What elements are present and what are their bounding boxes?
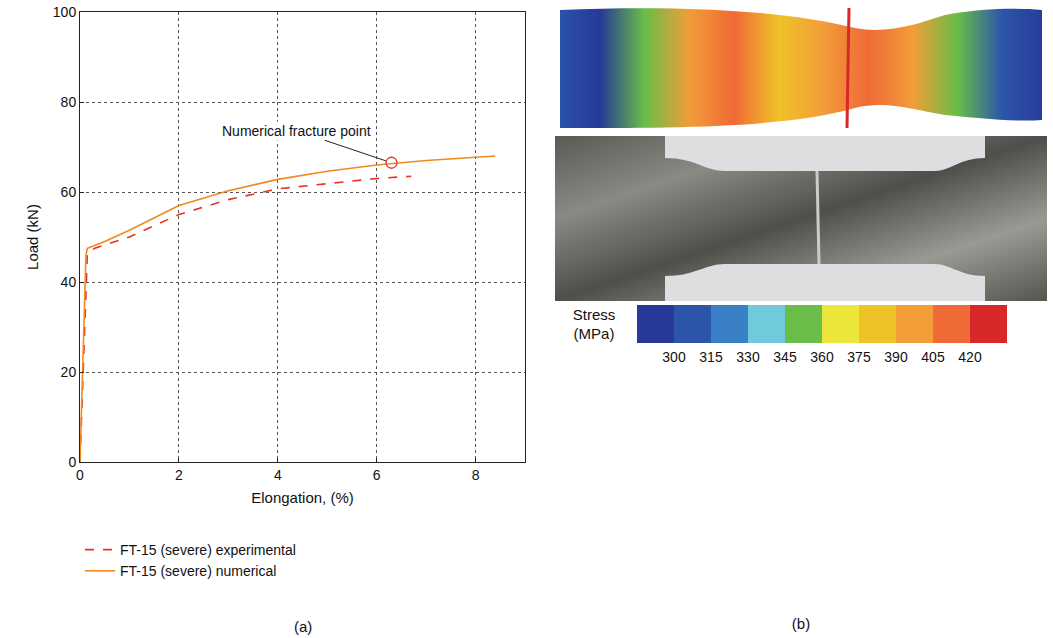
svg-text:4: 4 xyxy=(274,467,282,483)
html-text:315: 315 xyxy=(699,349,723,365)
html-text:420: 420 xyxy=(958,349,982,365)
html-text:360: 360 xyxy=(810,349,834,365)
svg-text:40: 40 xyxy=(61,274,77,290)
svg-text:(a): (a) xyxy=(294,618,312,635)
svg-text:Elongation, (%): Elongation, (%) xyxy=(251,489,354,506)
svg-text:80: 80 xyxy=(61,94,77,110)
svg-text:6: 6 xyxy=(373,467,381,483)
html-text:390: 390 xyxy=(884,349,908,365)
html-text:405: 405 xyxy=(921,349,945,365)
svg-text:0: 0 xyxy=(76,467,84,483)
svg-text:0: 0 xyxy=(68,454,76,470)
svg-text:Load (kN): Load (kN) xyxy=(24,204,41,270)
svg-text:FT-15 (severe) numerical: FT-15 (severe) numerical xyxy=(120,563,276,579)
svg-text:100: 100 xyxy=(53,4,77,20)
html-text:Stress (MPa): Stress (MPa) xyxy=(572,306,616,342)
html-text:330: 330 xyxy=(736,349,760,365)
html-text:300: 300 xyxy=(662,349,686,365)
html-text:(b): (b) xyxy=(791,615,811,632)
svg-text:2: 2 xyxy=(175,467,183,483)
svg-text:Numerical fracture point: Numerical fracture point xyxy=(222,123,371,139)
html-text:375: 375 xyxy=(847,349,871,365)
svg-text:60: 60 xyxy=(61,184,77,200)
svg-text:FT-15 (severe) experimental: FT-15 (severe) experimental xyxy=(120,542,296,558)
svg-text:8: 8 xyxy=(472,467,480,483)
svg-text:20: 20 xyxy=(61,364,77,380)
html-text:345: 345 xyxy=(773,349,797,365)
